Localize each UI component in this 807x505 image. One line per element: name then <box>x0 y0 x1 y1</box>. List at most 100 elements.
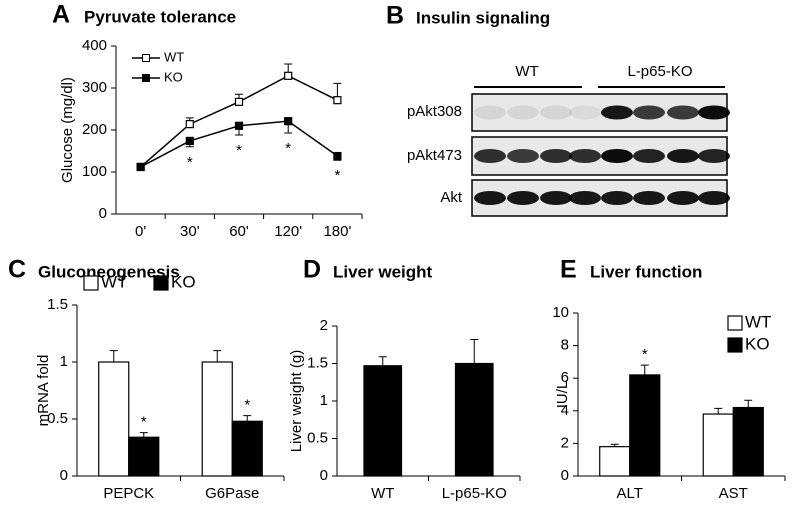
significance: * <box>236 142 242 159</box>
legend-swatch <box>83 275 99 291</box>
bar <box>629 374 661 477</box>
y-tick-label: 2 <box>320 317 328 334</box>
legend-swatch <box>153 275 169 291</box>
significance: * <box>285 140 291 157</box>
y-tick-label: 6 <box>561 369 569 386</box>
error-bar <box>243 415 252 422</box>
significance: * <box>244 397 250 414</box>
x-tick-label: 180' <box>323 223 351 240</box>
y-tick-label: 1 <box>60 353 68 370</box>
legend-label: WT <box>164 49 184 64</box>
y-tick-label: 2 <box>561 434 569 451</box>
marker <box>234 97 244 106</box>
blot-band <box>569 191 601 205</box>
blot-band <box>601 105 633 120</box>
significance: * <box>642 346 648 363</box>
significance: * <box>187 154 193 171</box>
blot-band <box>698 149 730 163</box>
y-tick-label: 400 <box>82 37 107 54</box>
error-bar <box>213 350 222 362</box>
panel-title: Pyruvate tolerance <box>84 7 236 26</box>
error-bar <box>610 443 619 447</box>
x-tick-label: 0' <box>135 223 146 240</box>
bar <box>128 436 160 477</box>
y-axis-label: IU/L <box>554 381 571 409</box>
x-tick-label: 60' <box>229 223 249 240</box>
blot-band <box>507 191 539 205</box>
blot-band <box>667 105 699 120</box>
y-tick-label: 0 <box>561 467 569 484</box>
panel-title: Liver weight <box>333 262 433 281</box>
y-axis-label: mRNA fold <box>35 355 52 427</box>
error-bar <box>744 399 753 408</box>
x-tick-label: ALT <box>617 485 643 502</box>
panel-letter: E <box>560 256 577 284</box>
marker <box>333 151 342 161</box>
marker <box>185 136 194 146</box>
blot-band <box>474 149 506 163</box>
legend-label: KO <box>164 69 183 84</box>
y-axis-label: Liver weight (g) <box>288 350 305 453</box>
group-label: WT <box>515 63 538 80</box>
significance: * <box>334 167 340 184</box>
legend-label: KO <box>745 334 770 353</box>
blot-band <box>633 191 665 205</box>
bar <box>98 361 130 477</box>
blot-image <box>471 93 730 217</box>
blot-band <box>601 191 633 205</box>
bar <box>363 365 403 477</box>
y-tick-label: 0 <box>99 205 107 222</box>
blot-band <box>540 191 572 205</box>
blot-band <box>507 149 539 163</box>
blot-band <box>540 105 572 120</box>
error-bar <box>470 339 479 364</box>
error-bar <box>139 432 148 438</box>
marker <box>234 121 244 130</box>
y-tick-label: 1 <box>320 392 328 409</box>
x-tick-label: PEPCK <box>103 485 154 502</box>
panel-letter: B <box>386 2 404 30</box>
marker <box>185 120 194 129</box>
x-tick-label: L-p65-KO <box>442 485 507 502</box>
panel-letter: D <box>303 256 321 284</box>
blot-band <box>474 105 506 120</box>
y-tick-label: 10 <box>552 304 569 321</box>
error-bar <box>640 364 649 375</box>
legend-swatch <box>727 337 743 353</box>
x-tick-label: 30' <box>180 223 200 240</box>
blot-band <box>667 149 699 163</box>
bar <box>599 446 631 477</box>
blot-band <box>698 191 730 205</box>
blot-band <box>698 105 730 120</box>
legend-swatch <box>727 315 743 331</box>
y-tick-label: 200 <box>82 121 107 138</box>
blot-band <box>633 105 665 120</box>
panel-title: Insulin signaling <box>416 8 550 27</box>
bar <box>454 362 494 477</box>
row-label: pAkt308 <box>407 103 462 120</box>
marker <box>284 71 293 80</box>
blot-band <box>540 149 572 163</box>
panel-title: Liver function <box>590 262 702 281</box>
panel-letter: C <box>8 256 26 284</box>
blot-band <box>601 149 633 163</box>
y-tick-label: 300 <box>82 79 107 96</box>
y-tick-label: 1.5 <box>47 296 68 313</box>
y-tick-label: 1.5 <box>307 354 328 371</box>
bar <box>702 413 734 477</box>
significance: * <box>141 414 147 431</box>
group-label: L-p65-KO <box>627 63 692 80</box>
bar <box>231 420 263 477</box>
blot-band <box>569 105 601 120</box>
blot-band <box>633 149 665 163</box>
y-tick-label: 0.5 <box>307 429 328 446</box>
blot-band <box>507 105 539 120</box>
bar <box>201 361 233 477</box>
error-bar <box>378 356 387 366</box>
x-tick-label: WT <box>371 485 394 502</box>
legend-marker <box>142 74 150 82</box>
legend-marker <box>142 54 150 62</box>
row-label: Akt <box>440 189 463 206</box>
error-bar <box>714 407 723 415</box>
